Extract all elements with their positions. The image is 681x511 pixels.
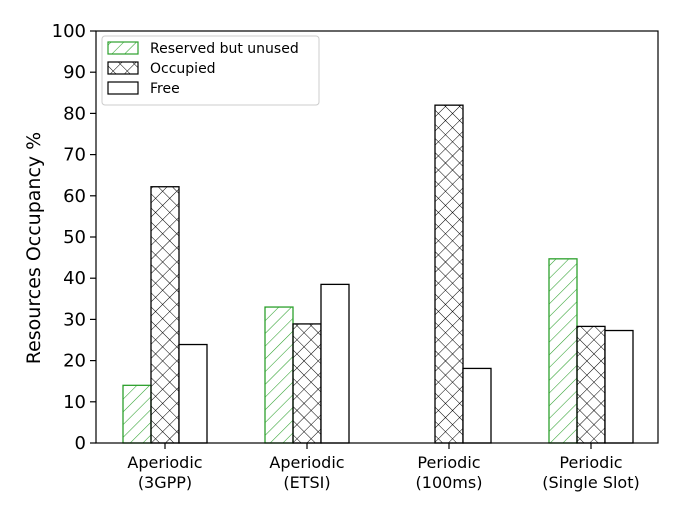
y-tick-label: 30 (63, 309, 86, 330)
bar-occupied (435, 105, 463, 443)
bar-occupied (577, 326, 605, 443)
bar-reserved-but-unused (123, 385, 151, 443)
y-tick-label: 50 (63, 227, 86, 248)
bar-reserved-but-unused (265, 307, 293, 443)
legend: Reserved but unused Occupied Free (102, 36, 319, 105)
x-axis-ticks: Aperiodic(3GPP)Aperiodic(ETSI)Periodic(1… (127, 443, 639, 492)
y-tick-label: 0 (75, 433, 86, 454)
y-tick-label: 70 (63, 145, 86, 166)
y-axis-ticks: 0 10 20 30 40 50 60 70 80 90 100 (52, 21, 96, 454)
y-tick-label: 80 (63, 103, 86, 124)
y-tick-label: 100 (52, 21, 86, 42)
x-tick-label: (3GPP) (138, 473, 192, 492)
x-tick-label: Aperiodic (269, 453, 344, 472)
occupancy-bar-chart: Resources Occupancy % 0 10 20 30 40 50 60 70 80 9… (0, 0, 681, 511)
x-tick-label: Aperiodic (127, 453, 202, 472)
bar-free (605, 331, 633, 443)
y-tick-label: 20 (63, 351, 86, 372)
legend-swatch (108, 82, 138, 94)
bar-free (321, 284, 349, 443)
y-tick-label: 10 (63, 392, 86, 413)
bars-group (123, 105, 633, 443)
x-tick-label: (100ms) (416, 473, 483, 492)
legend-label: Occupied (150, 61, 216, 77)
x-tick-label: (Single Slot) (542, 473, 639, 492)
legend-swatch (108, 42, 138, 54)
legend-label: Reserved but unused (150, 41, 299, 57)
bar-occupied (293, 324, 321, 443)
legend-label: Free (150, 81, 180, 97)
bar-free (463, 368, 491, 443)
y-tick-label: 60 (63, 186, 86, 207)
y-tick-label: 90 (63, 62, 86, 83)
y-axis-label: Resources Occupancy % (23, 132, 45, 365)
x-tick-label: Periodic (559, 453, 622, 472)
x-tick-label: Periodic (417, 453, 480, 472)
bar-free (179, 345, 207, 443)
bar-occupied (151, 187, 179, 443)
y-tick-label: 40 (63, 268, 86, 289)
x-tick-label: (ETSI) (283, 473, 330, 492)
bar-reserved-but-unused (549, 259, 577, 443)
legend-swatch (108, 62, 138, 74)
